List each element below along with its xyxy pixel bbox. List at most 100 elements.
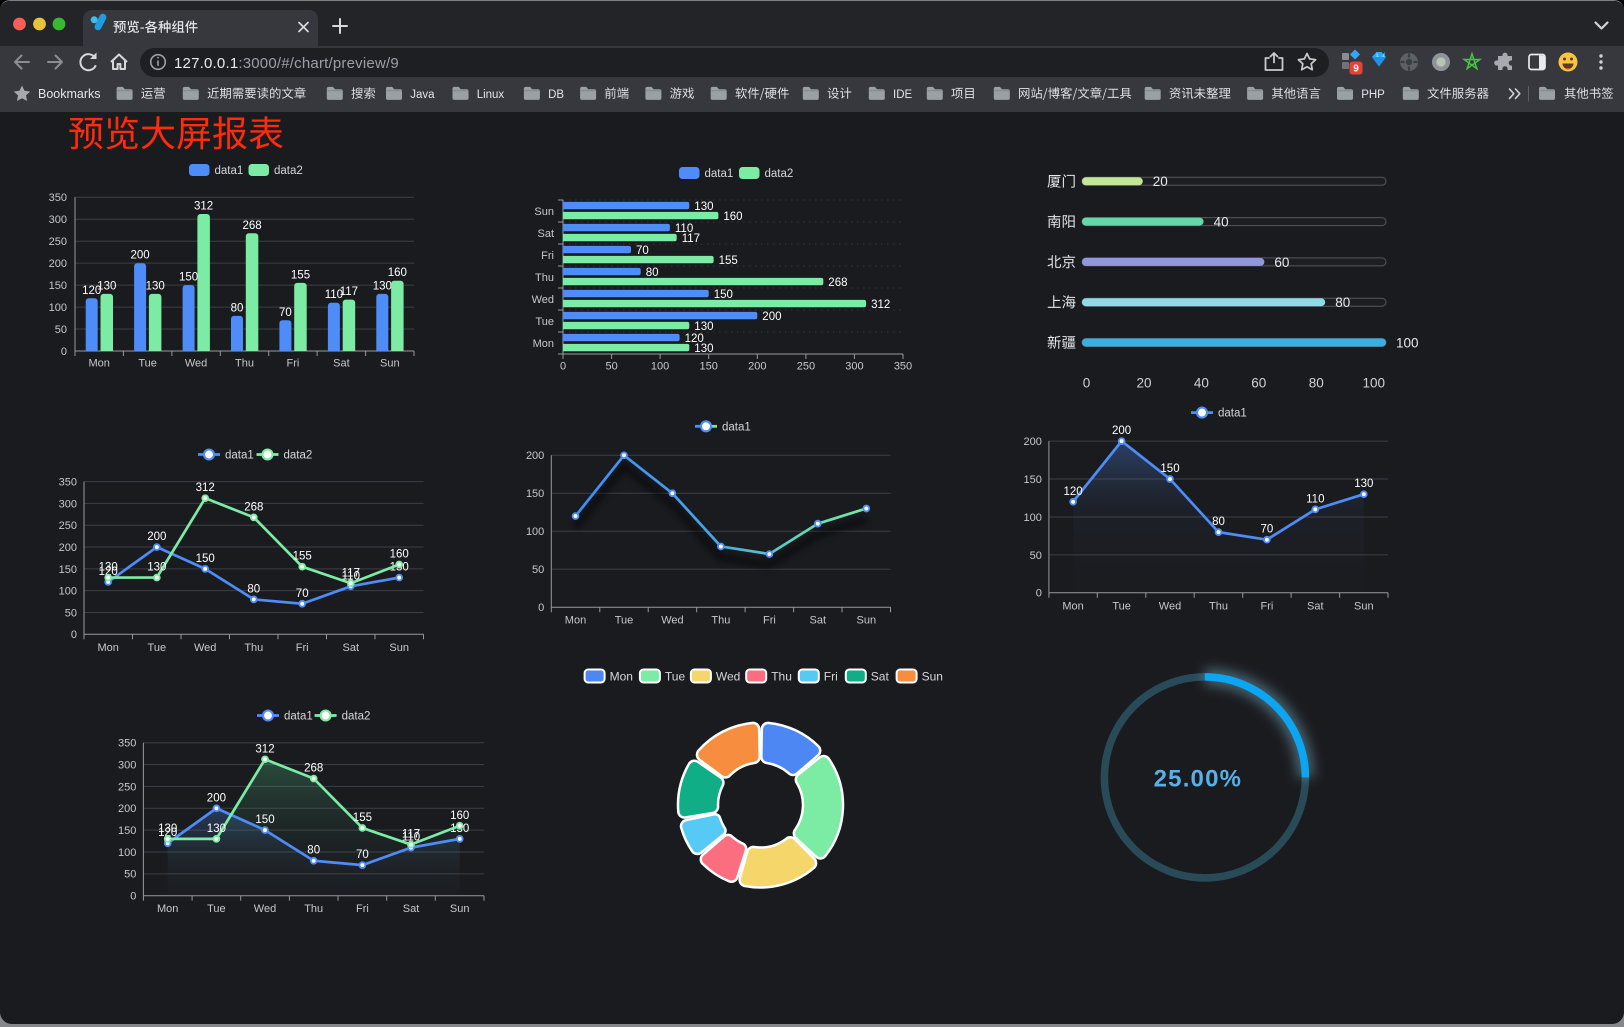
svg-text:60: 60 [1251, 376, 1266, 391]
svg-text:Sat: Sat [343, 642, 360, 654]
svg-text:117: 117 [342, 567, 360, 579]
svg-text:Wed: Wed [1159, 600, 1181, 612]
svg-text:117: 117 [402, 829, 420, 841]
svg-text:Fri: Fri [763, 615, 776, 627]
svg-text:200: 200 [1024, 436, 1042, 448]
svg-text:200: 200 [748, 361, 766, 373]
svg-text:Thu: Thu [771, 669, 792, 683]
svg-text:130: 130 [373, 280, 392, 292]
svg-text:data2: data2 [284, 450, 313, 462]
svg-text:50: 50 [124, 869, 136, 881]
svg-text:data1: data1 [1218, 408, 1247, 420]
svg-text:130: 130 [1354, 478, 1373, 490]
svg-text:80: 80 [307, 845, 320, 857]
svg-text:160: 160 [390, 549, 409, 561]
svg-text:Tue: Tue [207, 903, 226, 915]
svg-text:117: 117 [682, 233, 700, 245]
svg-text:Sat: Sat [333, 358, 350, 370]
svg-text:50: 50 [55, 324, 67, 336]
svg-text:80: 80 [1309, 376, 1324, 391]
svg-text:Thu: Thu [235, 358, 254, 370]
svg-text:40: 40 [1214, 215, 1229, 230]
svg-text:120: 120 [158, 827, 177, 839]
svg-text:0: 0 [130, 891, 136, 903]
svg-text:150: 150 [255, 814, 274, 826]
svg-text:Tue: Tue [535, 316, 554, 328]
svg-text:Tue: Tue [1112, 600, 1131, 612]
svg-text:100: 100 [1363, 376, 1386, 391]
svg-text:0: 0 [1083, 376, 1091, 391]
svg-text:120: 120 [685, 333, 704, 345]
svg-text:data1: data1 [215, 165, 244, 177]
svg-text:200: 200 [207, 792, 226, 804]
svg-text:Fri: Fri [356, 903, 369, 915]
svg-text:110: 110 [342, 570, 360, 582]
svg-text:Sat: Sat [1307, 600, 1324, 612]
svg-text:120: 120 [99, 566, 118, 578]
svg-text:80: 80 [231, 302, 244, 314]
svg-text:Thu: Thu [711, 615, 730, 627]
svg-text:130: 130 [158, 823, 177, 835]
svg-text:100: 100 [526, 526, 544, 538]
svg-text:200: 200 [526, 450, 544, 462]
svg-text:150: 150 [196, 553, 215, 565]
svg-text:300: 300 [49, 214, 67, 226]
svg-text:Tue: Tue [665, 669, 686, 683]
svg-text:70: 70 [356, 849, 369, 861]
svg-text:50: 50 [605, 361, 617, 373]
svg-text:250: 250 [49, 236, 67, 248]
svg-text:Mon: Mon [533, 338, 554, 350]
svg-text:130: 130 [146, 280, 165, 292]
svg-text:Fri: Fri [296, 642, 309, 654]
svg-text:50: 50 [65, 607, 77, 619]
svg-text:Mon: Mon [88, 358, 109, 370]
svg-text:350: 350 [118, 738, 136, 750]
svg-text:200: 200 [59, 542, 77, 554]
svg-text:data2: data2 [274, 165, 303, 177]
svg-text:250: 250 [59, 520, 77, 532]
svg-text:Tue: Tue [148, 642, 167, 654]
svg-text:Wed: Wed [194, 642, 216, 654]
svg-text:150: 150 [59, 564, 77, 576]
svg-text:Mon: Mon [610, 669, 633, 683]
svg-text:350: 350 [59, 477, 77, 489]
svg-text:110: 110 [325, 289, 343, 301]
svg-text:data1: data1 [722, 421, 751, 433]
svg-text:0: 0 [1036, 588, 1042, 600]
svg-text:Mon: Mon [1062, 600, 1083, 612]
svg-text:80: 80 [247, 583, 260, 595]
svg-text:Sat: Sat [537, 228, 554, 240]
svg-text:130: 130 [147, 562, 166, 574]
svg-text:60: 60 [1274, 255, 1289, 270]
svg-text:Sun: Sun [380, 358, 400, 370]
svg-text:20: 20 [1153, 174, 1168, 189]
svg-text:Thu: Thu [244, 642, 263, 654]
svg-text:Mon: Mon [97, 642, 118, 654]
svg-text:Sat: Sat [871, 669, 890, 683]
svg-text:100: 100 [118, 847, 136, 859]
svg-text:Tue: Tue [138, 358, 157, 370]
svg-text:312: 312 [196, 482, 215, 494]
svg-text:data2: data2 [342, 711, 371, 723]
svg-text:100: 100 [49, 302, 67, 314]
svg-text:data1: data1 [705, 168, 734, 180]
svg-text:Mon: Mon [565, 615, 586, 627]
svg-text:Tue: Tue [615, 615, 634, 627]
svg-text:155: 155 [719, 255, 738, 267]
svg-text:155: 155 [293, 551, 312, 563]
svg-text:Fri: Fri [824, 669, 838, 683]
svg-text:200: 200 [131, 250, 150, 262]
svg-text:312: 312 [871, 299, 890, 311]
svg-text:50: 50 [532, 564, 544, 576]
svg-text:DB: DB [548, 89, 564, 101]
svg-text:100: 100 [59, 586, 77, 598]
svg-text:160: 160 [388, 267, 407, 279]
svg-text:120: 120 [82, 285, 101, 297]
svg-text:0: 0 [61, 346, 67, 358]
svg-text:20: 20 [1136, 376, 1151, 391]
svg-text:Sun: Sun [1354, 600, 1374, 612]
svg-text:Sun: Sun [922, 669, 943, 683]
svg-text:Fri: Fri [541, 250, 554, 262]
svg-text:268: 268 [828, 277, 847, 289]
svg-text:70: 70 [636, 245, 649, 257]
